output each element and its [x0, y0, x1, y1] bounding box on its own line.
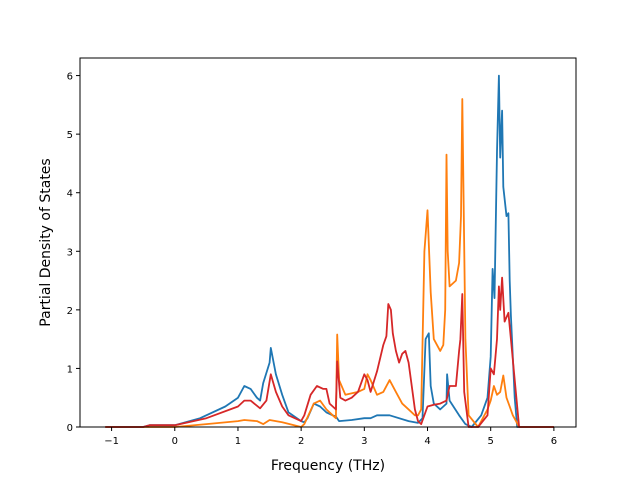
- y-tick-label: 2: [67, 306, 73, 317]
- y-tick-label: 1: [67, 364, 73, 375]
- plot-area-frame: [79, 57, 577, 428]
- x-tick-label: 5: [488, 436, 494, 447]
- y-tick-label: 4: [67, 189, 73, 200]
- y-axis-label: Partial Density of States: [38, 158, 54, 326]
- x-tick-label: 2: [298, 436, 304, 447]
- x-axis-ticks: −1 0 1 2 3 4 5 6: [104, 427, 557, 447]
- series-line-1: [105, 74, 554, 428]
- x-axis-label: Frequency (THz): [271, 458, 385, 474]
- y-tick-label: 5: [67, 130, 73, 141]
- series-line-2: [105, 98, 554, 428]
- x-tick-label: 0: [172, 436, 178, 447]
- y-axis-ticks: 0 1 2 3 4 5 6: [67, 72, 80, 434]
- series-line-3: [105, 276, 554, 428]
- x-tick-label: 4: [424, 436, 430, 447]
- x-tick-label: −1: [104, 436, 119, 447]
- x-tick-label: 6: [551, 436, 557, 447]
- y-tick-label: 3: [67, 247, 73, 258]
- y-tick-label: 6: [67, 72, 73, 83]
- y-tick-label: 0: [67, 423, 73, 434]
- x-tick-label: 3: [361, 436, 367, 447]
- series-layer: [105, 74, 554, 428]
- x-tick-label: 1: [235, 436, 241, 447]
